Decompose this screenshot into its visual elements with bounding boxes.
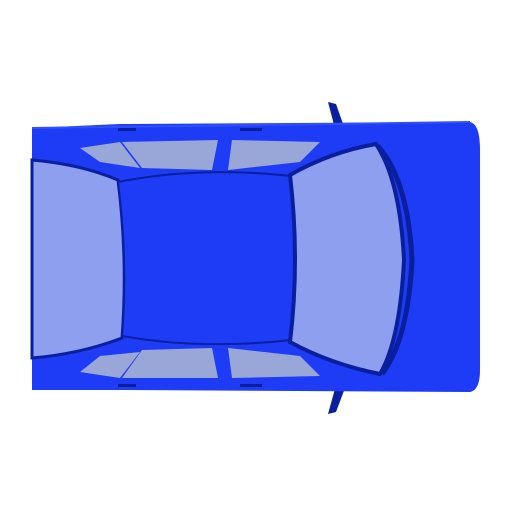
side-window (122, 140, 218, 170)
rear-window (30, 158, 126, 360)
windshield (287, 141, 407, 377)
roof (116, 171, 297, 346)
side-window (80, 142, 140, 168)
side-window (80, 352, 140, 378)
side-window (228, 348, 320, 378)
side-window (228, 140, 320, 170)
handle (118, 128, 136, 131)
side-window (122, 348, 218, 378)
body-edge (31, 121, 471, 129)
handle (240, 128, 262, 131)
handle (240, 384, 262, 387)
handle (118, 384, 136, 387)
windshield-frame (376, 144, 415, 376)
